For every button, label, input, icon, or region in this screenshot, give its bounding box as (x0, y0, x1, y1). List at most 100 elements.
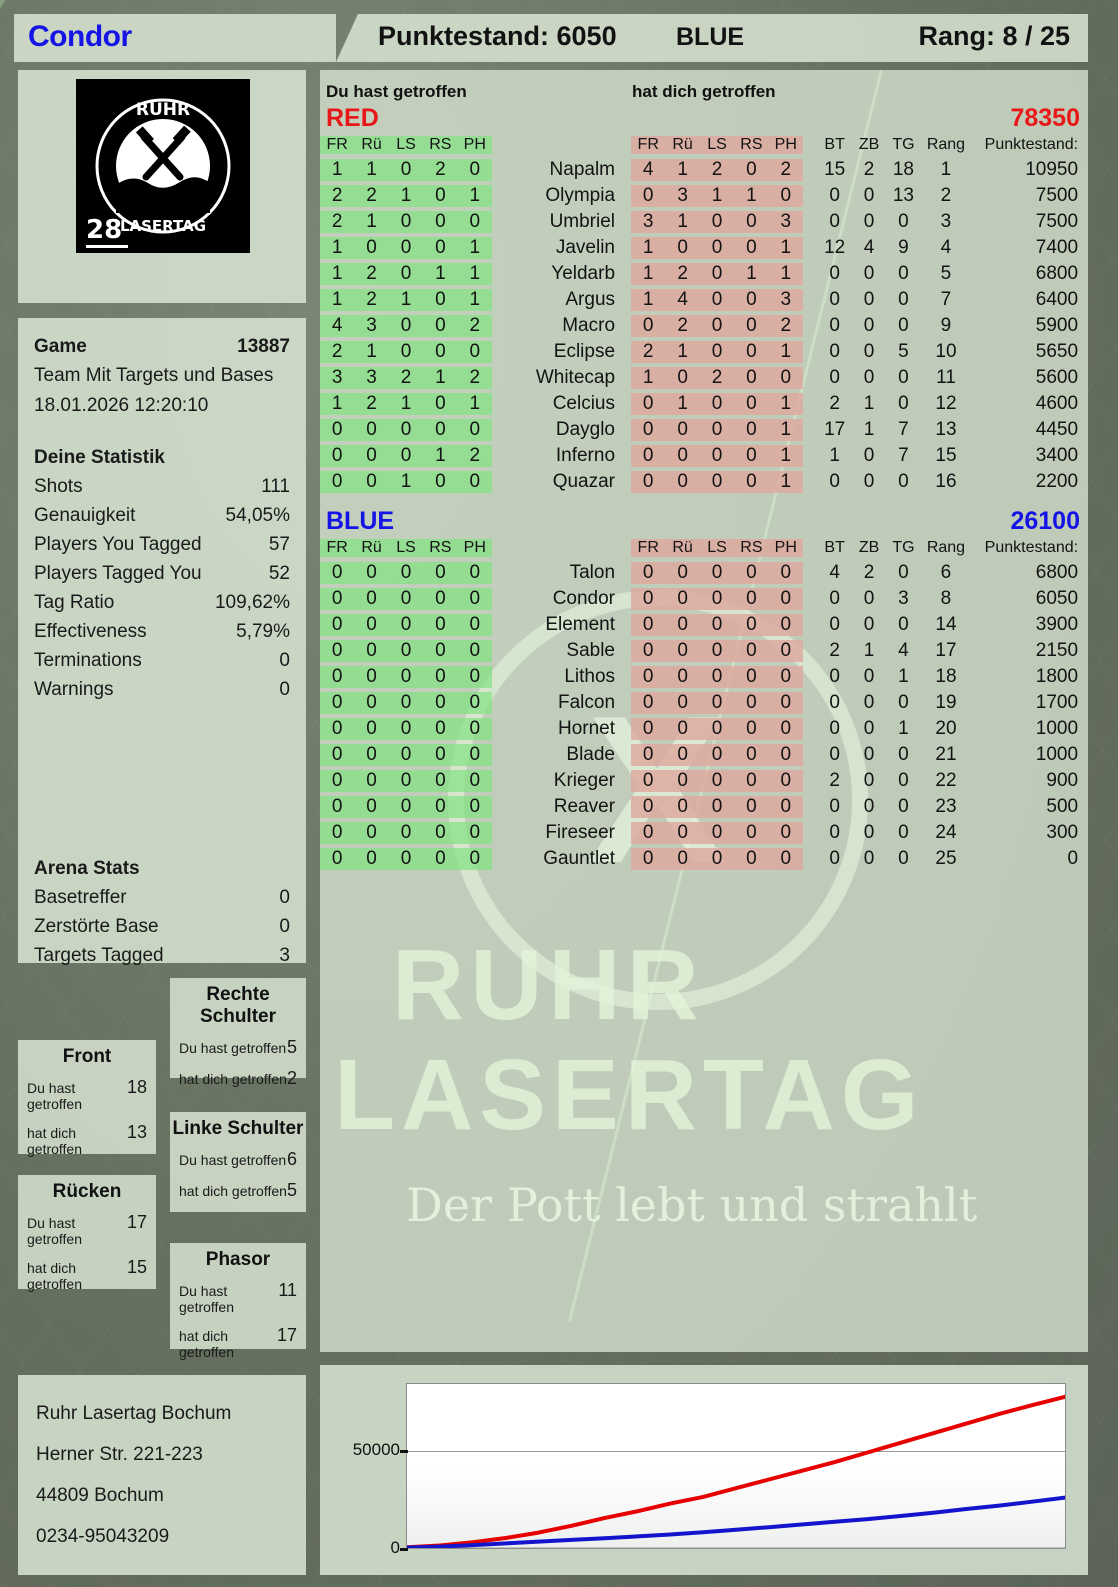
cell-them-PH: 3 (768, 289, 803, 311)
team-gap (320, 495, 1088, 505)
cell-you-RS: 0 (423, 666, 458, 688)
table-row[interactable]: 0 0 0 0 0 Krieger 0 0 0 0 0 2 0 0 22 900 (320, 768, 1088, 794)
cell-them-LS: 0 (699, 692, 735, 714)
cell-you-FR: 0 (320, 718, 355, 740)
cell-them-RS: 0 (734, 367, 769, 389)
col-head-zb: ZB (858, 539, 880, 556)
table-row[interactable]: 1 0 0 0 1 Javelin 1 0 0 0 1 12 4 9 4 7400 (320, 235, 1088, 261)
chart-ytick-label: 0 (390, 1538, 400, 1557)
cell-zb: 0 (863, 211, 875, 232)
table-row[interactable]: 0 0 0 0 0 Reaver 0 0 0 0 0 0 0 0 23 500 (320, 794, 1088, 820)
cell-zb: 0 (863, 692, 875, 713)
cell-them-FR: 0 (631, 718, 666, 740)
cell-bt: 0 (829, 666, 840, 687)
hitbox-hit-you-label: hat dich getroffen (27, 1125, 83, 1157)
personal-stats-title: Deine Statistik (34, 443, 290, 472)
cell-bt: 1 (829, 445, 840, 466)
cell-player-name: Argus (565, 289, 616, 310)
cell-zb: 0 (863, 588, 875, 609)
cell-them-LS: 0 (699, 341, 735, 363)
cell-you-LS: 0 (388, 159, 424, 181)
cell-them-Rü: 0 (665, 367, 700, 389)
cell-them-LS: 0 (699, 848, 735, 870)
hitbox-you-hit-label: Du hast getroffen (27, 1215, 83, 1247)
cell-you-FR: 0 (320, 822, 355, 844)
table-row[interactable]: 0 0 1 0 0 Quazar 0 0 0 0 1 0 0 0 16 2200 (320, 469, 1088, 495)
table-row[interactable]: 4 3 0 0 2 Macro 0 2 0 0 2 0 0 0 9 5900 (320, 313, 1088, 339)
cell-zb: 0 (863, 796, 875, 817)
table-row[interactable]: 0 0 0 0 0 Talon 0 0 0 0 0 4 2 0 6 6800 (320, 560, 1088, 586)
hitbox-title: Front (62, 1046, 112, 1067)
table-row[interactable]: 0 0 0 0 0 Fireseer 0 0 0 0 0 0 0 0 24 300 (320, 820, 1088, 846)
cell-them-RS: 0 (734, 666, 769, 688)
cell-zb: 0 (863, 666, 875, 687)
arena-row-targets-tagged: Targets Tagged 3 (34, 941, 290, 970)
cell-them-Rü: 0 (665, 445, 700, 467)
cell-rang: 13 (935, 419, 957, 440)
cell-tg: 1 (898, 718, 909, 739)
table-row[interactable]: 1 2 1 0 1 Argus 1 4 0 0 3 0 0 0 7 6400 (320, 287, 1088, 313)
cell-you-PH: 2 (457, 445, 492, 467)
cell-you-LS: 0 (388, 718, 424, 740)
cell-rang: 21 (935, 744, 957, 765)
cell-points: 10950 (1025, 159, 1079, 180)
table-row[interactable]: 0 0 0 0 0 Falcon 0 0 0 0 0 0 0 0 19 1700 (320, 690, 1088, 716)
table-row[interactable]: 2 1 0 0 0 Umbriel 3 1 0 0 3 0 0 0 3 7500 (320, 209, 1088, 235)
cell-player-name: Element (545, 614, 616, 635)
table-row[interactable]: 2 1 0 0 0 Eclipse 2 1 0 0 1 0 0 5 10 5650 (320, 339, 1088, 365)
team-total-score: 78350 (1010, 104, 1080, 132)
hitbox-you-hit-value: 6 (286, 1149, 297, 1169)
cell-you-RS: 0 (423, 341, 458, 363)
ruhr-lasertag-logo: RUHR LASERTAG 28 (76, 79, 250, 253)
cell-you-LS: 1 (388, 393, 424, 415)
table-row[interactable]: 0 0 0 0 0 Hornet 0 0 0 0 0 0 0 1 20 1000 (320, 716, 1088, 742)
table-row[interactable]: 0 0 0 1 2 Inferno 0 0 0 0 1 1 0 7 15 3400 (320, 443, 1088, 469)
cell-zb: 0 (863, 185, 875, 206)
hitbox-title: Rechte Schulter (199, 984, 277, 1027)
game-mode: Team Mit Targets und Bases (34, 365, 274, 386)
cell-them-LS: 0 (699, 562, 735, 584)
cell-you-RS: 0 (423, 315, 458, 337)
player-rank: Rang: 8 / 25 (918, 21, 1070, 51)
table-row[interactable]: 0 0 0 0 0 Element 0 0 0 0 0 0 0 0 14 3900 (320, 612, 1088, 638)
cell-them-FR: 0 (631, 315, 666, 337)
table-row[interactable]: 0 0 0 0 0 Lithos 0 0 0 0 0 0 0 1 18 1800 (320, 664, 1088, 690)
table-row[interactable]: 0 0 0 0 0 Sable 0 0 0 0 0 2 1 4 17 2150 (320, 638, 1088, 664)
arena-stats-title: Arena Stats (34, 854, 290, 883)
table-row[interactable]: 0 0 0 0 0 Blade 0 0 0 0 0 0 0 0 21 1000 (320, 742, 1088, 768)
cell-you-RS: 0 (423, 237, 458, 259)
cell-you-RS: 0 (423, 393, 458, 415)
stat-row-players-you-tagged: Players You Tagged 57 (34, 530, 290, 559)
cell-you-RS: 0 (423, 185, 458, 207)
cell-points: 2150 (1035, 640, 1079, 661)
cell-them-Rü: 2 (665, 315, 700, 337)
cell-you-PH: 0 (457, 588, 492, 610)
cell-them-FR: 1 (631, 263, 666, 285)
table-row[interactable]: 1 2 0 1 1 Yeldarb 1 2 0 1 1 0 0 0 5 6800 (320, 261, 1088, 287)
hitbox-title: Phasor (205, 1249, 271, 1270)
team-header-blue: BLUE 26100 (320, 507, 1088, 536)
table-row[interactable]: 0 0 0 0 0 Dayglo 0 0 0 0 1 17 1 7 13 4450 (320, 417, 1088, 443)
table-row[interactable]: 3 3 2 1 2 Whitecap 1 0 2 0 0 0 0 0 11 5600 (320, 365, 1088, 391)
cell-tg: 0 (898, 263, 909, 284)
table-row[interactable]: 1 1 0 2 0 Napalm 4 1 2 0 2 15 2 18 1 10950 (320, 157, 1088, 183)
cell-you-RS: 0 (423, 822, 458, 844)
cell-points: 5600 (1035, 367, 1079, 388)
cell-them-PH: 1 (768, 471, 803, 493)
cell-them-FR: 3 (631, 211, 666, 233)
cell-rang: 20 (935, 718, 957, 739)
table-row[interactable]: 0 0 0 0 0 Gauntlet 0 0 0 0 0 0 0 0 25 0 (320, 846, 1088, 872)
hitbox-hit-you-value: 2 (286, 1068, 297, 1088)
table-row[interactable]: 0 0 0 0 0 Condor 0 0 0 0 0 0 0 3 8 6050 (320, 586, 1088, 612)
cell-you-LS: 0 (388, 744, 424, 766)
cell-bt: 0 (829, 718, 840, 739)
col-head-you-FR: FR (320, 136, 355, 154)
cell-you-Rü: 0 (354, 848, 389, 870)
table-row[interactable]: 2 2 1 0 1 Olympia 0 3 1 1 0 0 0 13 2 7500 (320, 183, 1088, 209)
cell-tg: 18 (892, 159, 914, 180)
cell-tg: 5 (898, 341, 909, 362)
table-row[interactable]: 1 2 1 0 1 Celcius 0 1 0 0 1 2 1 0 12 4600 (320, 391, 1088, 417)
cell-them-RS: 0 (734, 614, 769, 636)
arena-stats-title-text: Arena Stats (34, 858, 140, 879)
cell-you-PH: 1 (457, 393, 492, 415)
